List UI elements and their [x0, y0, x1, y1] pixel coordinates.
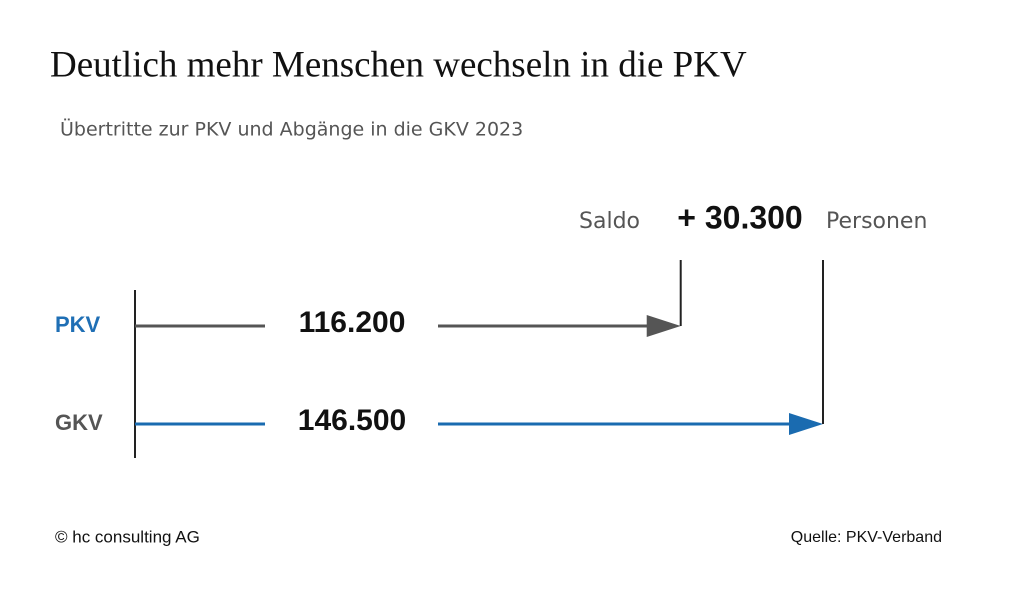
saldo-label: Saldo	[579, 209, 640, 234]
saldo-value: + 30.300	[677, 199, 802, 235]
saldo-unit: Personen	[826, 209, 927, 234]
category-label: GKV	[55, 410, 103, 435]
chart-title: Deutlich mehr Menschen wechseln in die P…	[50, 44, 747, 85]
subtitle: Übertritte zur PKV und Abgänge in die GK…	[60, 118, 523, 141]
category-label: PKV	[55, 312, 101, 337]
arrow-head	[789, 413, 823, 435]
arrow-head	[646, 315, 681, 337]
footer-right: Quelle: PKV-Verband	[791, 529, 942, 546]
value-label: 146.500	[298, 404, 406, 437]
value-label: 116.200	[299, 306, 406, 339]
footer-left: © hc consulting AG	[55, 527, 200, 546]
